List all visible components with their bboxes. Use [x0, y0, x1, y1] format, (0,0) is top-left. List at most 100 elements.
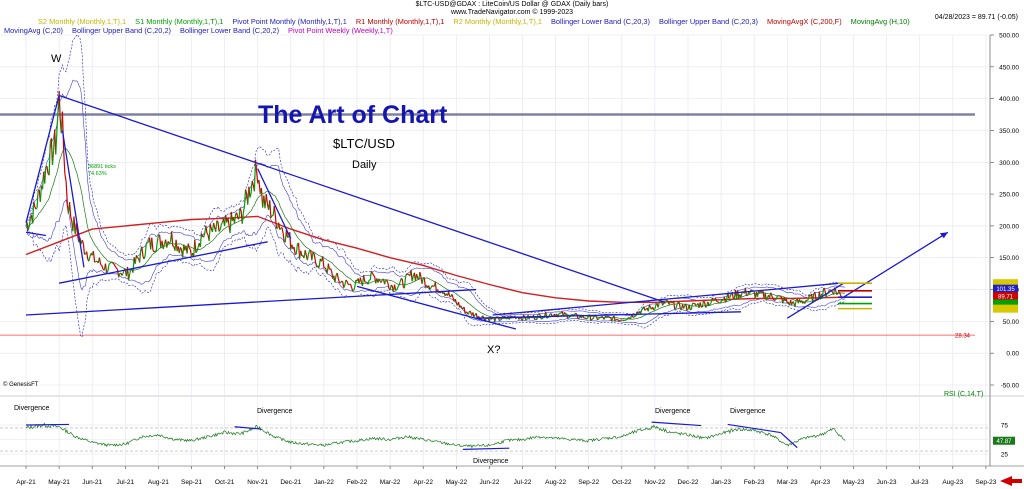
price-candle — [100, 264, 103, 267]
bollinger-lower-2 — [25, 199, 846, 325]
close-value-tag: 89.71 — [998, 295, 1014, 301]
price-candle — [567, 317, 570, 319]
price-candle — [568, 316, 571, 319]
price-candle — [770, 292, 773, 296]
price-candle — [48, 142, 51, 176]
price-candle — [324, 267, 327, 270]
indicator-legend-row-1: S2 Monthly (Monthly,1,T),1 S1 Monthly (Mo… — [38, 17, 919, 26]
annotation-period: Daily — [352, 159, 377, 171]
price-candle — [597, 318, 599, 321]
price-candle — [837, 291, 840, 294]
price-candle — [765, 297, 769, 301]
genesis-credit: © GenesisFT — [3, 382, 39, 388]
price-candle — [217, 221, 220, 232]
price-candle — [384, 280, 387, 285]
price-candle — [654, 304, 657, 310]
time-tick-label: May-22 — [445, 479, 467, 486]
price-candle — [293, 246, 296, 255]
price-candle — [411, 276, 414, 282]
price-candle — [780, 296, 783, 299]
price-tick-label: 400.00 — [999, 96, 1019, 103]
legend-item-row1-2: Pivot Point Monthly (Monthly,1,T),1 — [232, 17, 347, 26]
price-candle — [92, 251, 96, 263]
trendline — [58, 94, 666, 303]
price-candle — [168, 241, 171, 244]
price-candle — [607, 315, 609, 318]
price-candle — [258, 179, 261, 194]
price-candle — [499, 319, 501, 322]
price-tick-label: 450.00 — [999, 64, 1019, 71]
price-candle — [619, 319, 622, 322]
price-candle — [337, 278, 340, 283]
rsi-line — [25, 422, 846, 449]
price-candle — [657, 302, 660, 308]
price-candle — [343, 284, 346, 288]
price-candle — [345, 279, 348, 282]
price-tick-label: 50.00 — [1003, 319, 1020, 326]
price-candle — [229, 212, 232, 234]
price-candle — [141, 246, 144, 257]
time-tick-label: Nov-22 — [644, 479, 665, 486]
legend-item-row1-3: R1 Monthly (Monthly,1,T),1 — [355, 17, 445, 26]
price-candle — [669, 300, 672, 303]
price-candle — [282, 232, 285, 242]
price-candle — [573, 312, 576, 315]
price-candle — [63, 149, 66, 175]
price-candle — [179, 247, 183, 250]
price-candle — [313, 254, 317, 262]
price-candle — [396, 287, 399, 291]
price-candle — [715, 297, 718, 302]
rsi-divergence-line — [234, 426, 262, 430]
price-candle — [500, 318, 502, 321]
price-candle — [393, 284, 397, 291]
annotation-title: The Art of Chart — [258, 101, 448, 129]
price-candle — [269, 200, 272, 219]
trendline — [786, 282, 844, 319]
price-candle — [278, 222, 281, 230]
price-candle — [469, 310, 472, 313]
price-candle — [239, 207, 242, 212]
price-candle — [327, 263, 331, 270]
price-candle — [346, 281, 349, 285]
divergence-label: Divergence — [14, 405, 50, 412]
price-candle — [400, 277, 403, 280]
price-candle — [421, 277, 424, 284]
price-candle — [273, 205, 276, 216]
price-candle — [112, 262, 115, 265]
divergence-label: Divergence — [257, 408, 293, 415]
time-tick-label: Jan-23 — [711, 479, 731, 486]
price-tick-label: 350.00 — [999, 128, 1019, 135]
price-candle — [135, 255, 138, 259]
price-candle — [703, 300, 705, 303]
price-candle — [39, 185, 43, 202]
price-candle — [56, 111, 59, 132]
rsi-value-bg — [993, 436, 1015, 445]
price-candle — [64, 174, 67, 182]
price-candle — [248, 186, 251, 198]
price-candle — [104, 263, 108, 274]
price-candle — [113, 263, 116, 267]
time-tick-label: Aug-23 — [942, 479, 963, 486]
price-candle — [233, 214, 237, 224]
price-candle — [143, 255, 146, 260]
price-candle — [653, 308, 656, 311]
time-tick-label: May-21 — [48, 479, 70, 486]
price-candle — [295, 243, 299, 255]
price-candle — [606, 315, 608, 318]
time-tick-label: May-23 — [843, 479, 865, 486]
price-candle — [369, 271, 372, 280]
price-candle — [81, 239, 84, 244]
price-candle — [664, 301, 667, 304]
price-candle — [194, 239, 197, 253]
price-candle — [703, 301, 707, 308]
price-candle — [153, 250, 156, 253]
price-candle — [371, 272, 375, 276]
price-candle — [243, 189, 247, 207]
price-candle — [236, 212, 239, 219]
price-candle — [251, 180, 254, 185]
price-candle — [423, 278, 427, 288]
price-candle — [434, 281, 438, 293]
price-candle — [364, 281, 367, 283]
